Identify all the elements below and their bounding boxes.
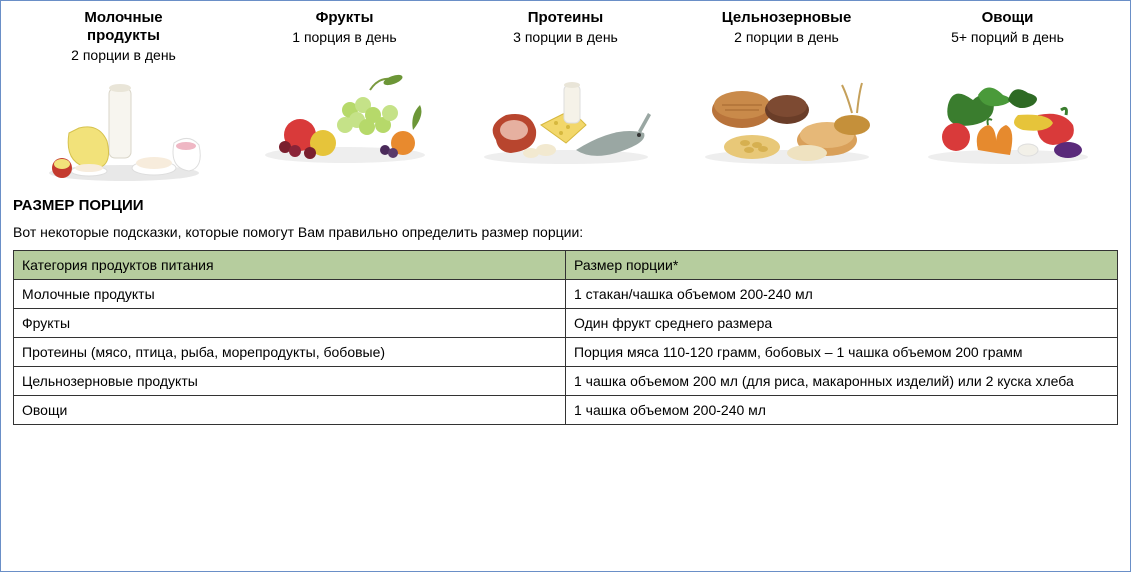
table-row: Фрукты Один фрукт среднего размера — [14, 309, 1118, 338]
table-cell: Молочные продукты — [14, 280, 566, 309]
table-cell: 1 чашка объемом 200 мл (для риса, макаро… — [566, 367, 1118, 396]
category-title: Протеины — [528, 9, 604, 27]
category-title: Цельнозерновые — [722, 9, 852, 27]
category-title: Молочные продукты — [84, 9, 162, 45]
category-grains: Цельнозерновые 2 порции в день — [676, 9, 897, 165]
category-title: Овощи — [982, 9, 1034, 27]
table-header-size: Размер порции* — [566, 251, 1118, 280]
table-cell: 1 стакан/чашка объемом 200-240 мл — [566, 280, 1118, 309]
category-proteins: Протеины 3 порции в день — [455, 9, 676, 165]
category-fruits: Фрукты 1 порция в день — [234, 9, 455, 165]
dairy-image — [34, 73, 214, 183]
food-categories-row: Молочные продукты 2 порции в день Фрукты… — [13, 9, 1118, 183]
table-cell: Один фрукт среднего размера — [566, 309, 1118, 338]
table-cell: 1 чашка объемом 200-240 мл — [566, 396, 1118, 425]
category-vegetables: Овощи 5+ порций в день — [897, 9, 1118, 165]
category-dairy: Молочные продукты 2 порции в день — [13, 9, 234, 183]
proteins-image — [476, 55, 656, 165]
portion-table: Категория продуктов питания Размер порци… — [13, 250, 1118, 425]
table-row: Цельнозерновые продукты 1 чашка объемом … — [14, 367, 1118, 396]
table-row: Овощи 1 чашка объемом 200-240 мл — [14, 396, 1118, 425]
category-subtitle: 2 порции в день — [734, 29, 839, 45]
section-title: РАЗМЕР ПОРЦИИ — [13, 197, 1118, 214]
table-header-category: Категория продуктов питания — [14, 251, 566, 280]
category-subtitle: 5+ порций в день — [951, 29, 1064, 45]
table-cell: Овощи — [14, 396, 566, 425]
category-title: Фрукты — [316, 9, 374, 27]
vegetables-image — [918, 55, 1098, 165]
category-subtitle: 2 порции в день — [71, 47, 176, 63]
category-subtitle: 1 порция в день — [292, 29, 396, 45]
table-cell: Цельнозерновые продукты — [14, 367, 566, 396]
table-row: Молочные продукты 1 стакан/чашка объемом… — [14, 280, 1118, 309]
grains-image — [697, 55, 877, 165]
category-subtitle: 3 порции в день — [513, 29, 618, 45]
fruits-image — [255, 55, 435, 165]
table-cell: Порция мяса 110-120 грамм, бобовых – 1 ч… — [566, 338, 1118, 367]
table-cell: Фрукты — [14, 309, 566, 338]
table-cell: Протеины (мясо, птица, рыба, морепродукт… — [14, 338, 566, 367]
intro-text: Вот некоторые подсказки, которые помогут… — [13, 224, 1118, 240]
table-row: Протеины (мясо, птица, рыба, морепродукт… — [14, 338, 1118, 367]
